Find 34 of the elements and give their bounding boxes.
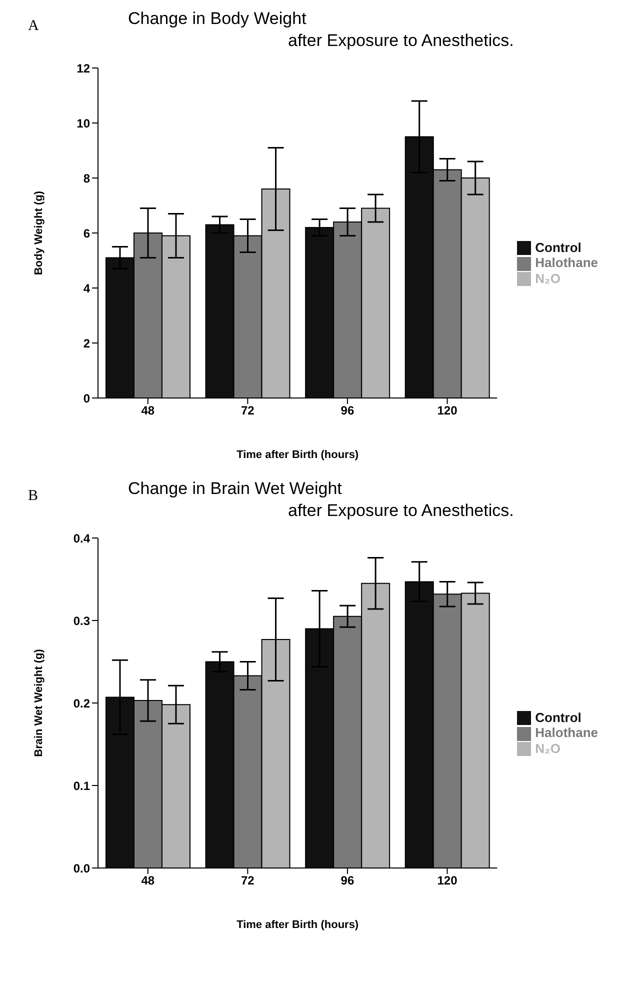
y-tick-label: 0.0 bbox=[73, 861, 90, 876]
y-tick-label: 4 bbox=[83, 281, 90, 296]
x-tick-label: 72 bbox=[241, 874, 255, 888]
y-tick-label: 6 bbox=[83, 226, 90, 240]
legend-label: N₂O bbox=[535, 740, 560, 756]
legend-label: Halothane bbox=[535, 255, 598, 270]
text: B bbox=[28, 488, 38, 505]
legend-label: Control bbox=[535, 710, 582, 725]
y-tick-label: 8 bbox=[83, 171, 90, 186]
x-tick-label: 48 bbox=[141, 874, 155, 888]
legend-label: N₂O bbox=[535, 270, 560, 286]
x-tick-label: 72 bbox=[241, 404, 255, 418]
chart-title: Change in Brain Wet Weight after Exposure to Anesthetics. bbox=[128, 478, 514, 522]
y-tick-label: 0 bbox=[83, 391, 90, 406]
chart-title: Change in Body Weight after Exposure to Anesthetics. bbox=[128, 8, 514, 52]
legend-label: Control bbox=[535, 240, 582, 255]
x-tick-label: 96 bbox=[340, 874, 354, 888]
x-tick-label: 48 bbox=[141, 404, 155, 418]
y-tick-label: 2 bbox=[83, 336, 90, 350]
y-tick-label: 12 bbox=[76, 61, 90, 76]
y-tick-label: 0.2 bbox=[73, 696, 90, 710]
x-tick-label: 120 bbox=[437, 404, 458, 418]
x-axis-title: Time after Birth (hours) bbox=[236, 449, 359, 461]
y-tick-label: 0.4 bbox=[73, 531, 90, 546]
y-tick-label: 10 bbox=[76, 116, 90, 130]
text: A bbox=[28, 18, 39, 35]
y-axis-title: Body Weight (g) bbox=[32, 190, 45, 276]
x-axis-title: Time after Birth (hours) bbox=[236, 919, 359, 931]
y-tick-label: 0.3 bbox=[73, 614, 90, 628]
y-axis-title: Brain Wet Weight (g) bbox=[32, 648, 45, 757]
y-tick-label: 0.1 bbox=[73, 778, 90, 793]
x-tick-label: 96 bbox=[340, 404, 354, 418]
x-tick-label: 120 bbox=[437, 874, 458, 888]
legend-label: Halothane bbox=[535, 725, 598, 740]
